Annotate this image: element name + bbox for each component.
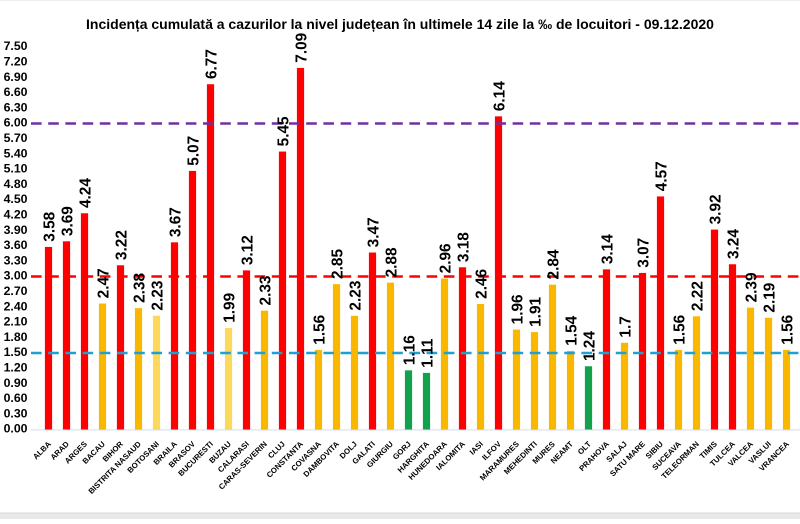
svg-text:3.90: 3.90 [4, 223, 28, 237]
svg-text:1.11: 1.11 [420, 338, 437, 368]
svg-text:2.46: 2.46 [474, 269, 491, 299]
svg-text:5.45: 5.45 [276, 116, 293, 146]
svg-text:1.56: 1.56 [780, 315, 797, 345]
svg-text:2.40: 2.40 [4, 299, 28, 313]
svg-text:2.88: 2.88 [384, 247, 401, 277]
svg-text:3.47: 3.47 [366, 217, 383, 247]
svg-text:6.14: 6.14 [492, 81, 509, 111]
svg-text:3.07: 3.07 [636, 238, 653, 268]
svg-text:3.00: 3.00 [4, 269, 28, 283]
svg-text:Incidența cumulată a cazurilor: Incidența cumulată a cazurilor la nivel … [86, 16, 714, 32]
svg-text:1.96: 1.96 [510, 294, 527, 324]
svg-text:4.24: 4.24 [78, 178, 95, 208]
svg-text:6.00: 6.00 [4, 116, 28, 130]
svg-text:7.20: 7.20 [4, 55, 28, 69]
svg-text:3.12: 3.12 [240, 235, 257, 265]
svg-text:7.09: 7.09 [294, 33, 311, 63]
svg-text:3.14: 3.14 [600, 234, 617, 264]
svg-text:4.20: 4.20 [4, 208, 28, 222]
svg-text:0.30: 0.30 [4, 406, 28, 420]
svg-text:1.16: 1.16 [402, 335, 419, 365]
svg-text:3.92: 3.92 [708, 194, 725, 224]
svg-text:4.80: 4.80 [4, 177, 28, 191]
svg-text:2.39: 2.39 [744, 272, 761, 302]
svg-text:1.56: 1.56 [312, 315, 329, 345]
svg-text:5.70: 5.70 [4, 131, 28, 145]
svg-text:2.19: 2.19 [762, 283, 779, 313]
svg-text:4.57: 4.57 [654, 161, 671, 191]
svg-text:3.22: 3.22 [114, 230, 131, 260]
svg-text:5.10: 5.10 [4, 162, 28, 176]
svg-text:0.60: 0.60 [4, 391, 28, 405]
svg-text:3.30: 3.30 [4, 253, 28, 267]
svg-text:3.24: 3.24 [726, 229, 743, 259]
svg-text:0.00: 0.00 [4, 422, 28, 436]
svg-text:2.38: 2.38 [132, 273, 149, 303]
svg-text:3.67: 3.67 [168, 207, 185, 237]
svg-text:1.99: 1.99 [222, 293, 239, 323]
svg-text:3.58: 3.58 [42, 211, 59, 241]
svg-text:2.96: 2.96 [438, 243, 455, 273]
svg-text:1.54: 1.54 [564, 315, 581, 345]
svg-text:1.56: 1.56 [672, 315, 689, 345]
svg-text:2.23: 2.23 [150, 281, 167, 311]
svg-text:5.40: 5.40 [4, 146, 28, 160]
svg-text:1.91: 1.91 [528, 296, 545, 326]
svg-text:7.50: 7.50 [4, 39, 28, 53]
svg-text:5.07: 5.07 [186, 136, 203, 166]
svg-text:6.30: 6.30 [4, 100, 28, 114]
svg-text:2.85: 2.85 [330, 249, 347, 279]
svg-text:6.60: 6.60 [4, 85, 28, 99]
svg-text:1.24: 1.24 [582, 331, 599, 361]
svg-text:4.50: 4.50 [4, 192, 28, 206]
svg-text:2.33: 2.33 [258, 276, 275, 306]
svg-text:2.47: 2.47 [96, 268, 113, 298]
svg-text:6.77: 6.77 [204, 49, 221, 79]
svg-text:2.84: 2.84 [546, 249, 563, 279]
svg-text:1.20: 1.20 [4, 361, 28, 375]
svg-text:3.60: 3.60 [4, 238, 28, 252]
svg-text:2.10: 2.10 [4, 315, 28, 329]
svg-text:1.50: 1.50 [4, 345, 28, 359]
svg-text:0.90: 0.90 [4, 376, 28, 390]
svg-text:2.23: 2.23 [348, 281, 365, 311]
svg-text:3.69: 3.69 [60, 206, 77, 236]
svg-text:2.22: 2.22 [690, 281, 707, 311]
svg-text:1.7: 1.7 [618, 316, 635, 337]
svg-text:2.70: 2.70 [4, 284, 28, 298]
svg-text:3.18: 3.18 [456, 232, 473, 262]
svg-text:1.80: 1.80 [4, 330, 28, 344]
svg-text:6.90: 6.90 [4, 70, 28, 84]
